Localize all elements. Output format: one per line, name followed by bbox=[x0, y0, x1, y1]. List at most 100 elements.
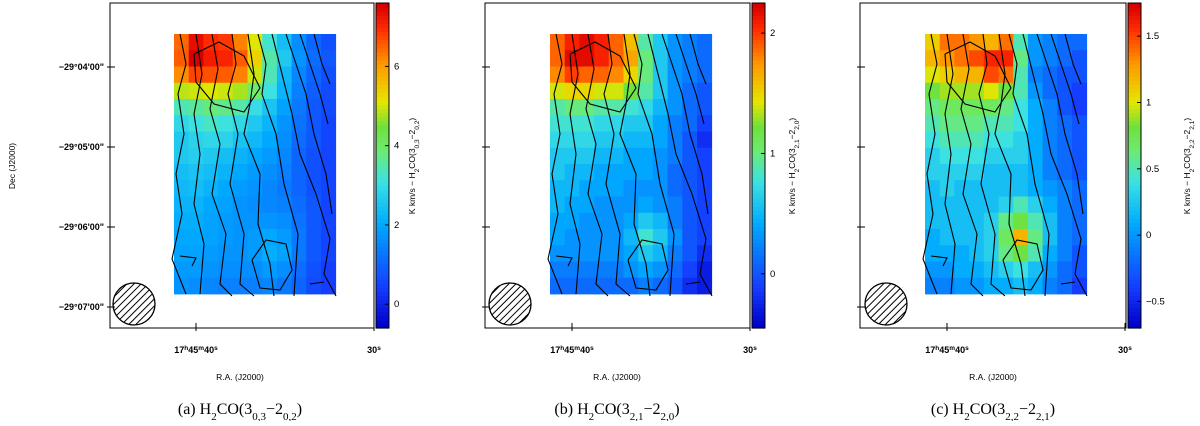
heatmap-cell bbox=[218, 82, 234, 100]
heatmap-cell bbox=[983, 82, 999, 100]
heatmap-cell bbox=[188, 164, 204, 181]
heatmap-cell bbox=[1013, 277, 1029, 295]
heatmap-cell bbox=[232, 50, 248, 67]
contour-line bbox=[257, 33, 299, 297]
heatmap-cell bbox=[564, 115, 580, 132]
heatmap-cell bbox=[550, 196, 566, 214]
heatmap-cell bbox=[594, 50, 610, 67]
colorbar-segment bbox=[376, 210, 389, 215]
colorbar-segment bbox=[752, 96, 765, 102]
heatmap-cell bbox=[983, 229, 999, 246]
colorbar-segment bbox=[376, 173, 389, 179]
heatmap-cell bbox=[594, 164, 610, 181]
colorbar-segment bbox=[1128, 173, 1141, 179]
heatmap-cell bbox=[218, 34, 234, 51]
colorbar-segment bbox=[1128, 92, 1141, 98]
dec-axis-label: Dec (J2000) bbox=[7, 143, 17, 189]
colorbar-segment bbox=[752, 72, 765, 77]
heatmap-cell bbox=[925, 99, 941, 116]
heatmap-cell bbox=[218, 164, 234, 181]
colorbar-segment bbox=[1128, 104, 1141, 110]
heatmap-cell bbox=[1013, 147, 1029, 165]
colorbar-segment bbox=[376, 35, 389, 41]
heatmap-cell bbox=[564, 245, 580, 262]
colorbar-segment bbox=[1128, 267, 1141, 272]
heatmap-cell bbox=[276, 229, 292, 246]
colorbar-tick-label: 6 bbox=[394, 61, 399, 72]
heatmap-cell bbox=[925, 212, 941, 230]
heatmap-cell bbox=[1027, 164, 1043, 181]
colorbar-tick-label: 0 bbox=[394, 299, 399, 310]
heatmap-cell bbox=[247, 115, 263, 132]
heatmap-cell bbox=[579, 212, 595, 230]
heatmap-cell bbox=[667, 99, 683, 116]
contour-line bbox=[994, 33, 1026, 297]
colorbar-segment bbox=[752, 279, 765, 284]
colorbar-segment bbox=[1128, 59, 1141, 65]
heatmap-cell bbox=[232, 164, 248, 181]
heatmap-cell bbox=[203, 277, 219, 295]
heatmap-cell bbox=[939, 66, 955, 84]
colorbar-segment bbox=[752, 31, 765, 37]
heatmap-cell bbox=[218, 180, 234, 197]
heatmap-cell bbox=[1057, 164, 1073, 181]
ra-axis: 17h45m40s 30s bbox=[550, 323, 757, 355]
ra-tick-label: 30s bbox=[367, 345, 381, 356]
colorbar-segment bbox=[752, 157, 765, 163]
heatmap-cell bbox=[321, 229, 337, 246]
colorbar-segment bbox=[376, 112, 389, 118]
colorbar-segment bbox=[752, 198, 765, 203]
heatmap-cell bbox=[1072, 245, 1088, 262]
heatmap-cell bbox=[306, 212, 322, 230]
heatmap-cell bbox=[652, 245, 668, 262]
heatmap-cell bbox=[232, 66, 248, 84]
heatmap-cell bbox=[291, 180, 307, 197]
heatmap-cell bbox=[969, 277, 985, 295]
heatmap-cell bbox=[1027, 277, 1043, 295]
colorbar-segment bbox=[1128, 258, 1141, 264]
colorbar-segment bbox=[1128, 263, 1141, 268]
heatmap-cell bbox=[638, 180, 654, 197]
heatmap-cell bbox=[983, 66, 999, 84]
colorbar-segment bbox=[376, 214, 389, 219]
colorbar-segment bbox=[1128, 3, 1141, 8]
heatmap-cell bbox=[594, 34, 610, 51]
heatmap-cell bbox=[697, 212, 713, 230]
heatmap-cell bbox=[564, 212, 580, 230]
colorbar-segment bbox=[1128, 319, 1141, 325]
contour-line bbox=[569, 33, 581, 295]
colorbar-segment bbox=[376, 137, 389, 142]
heatmap-cell bbox=[579, 277, 595, 295]
colorbar-segment bbox=[752, 108, 765, 114]
colorbar-segment bbox=[1128, 214, 1141, 219]
heatmap-cell bbox=[983, 34, 999, 51]
heatmap-cell bbox=[232, 229, 248, 246]
colorbar-segment bbox=[752, 258, 765, 264]
heatmap-cell bbox=[638, 147, 654, 165]
heatmap-cell bbox=[174, 245, 190, 262]
heatmap-cell bbox=[174, 212, 190, 230]
heatmap-cell bbox=[652, 99, 668, 116]
colorbar-segment bbox=[752, 145, 765, 150]
heatmap-cell bbox=[321, 261, 337, 279]
heatmap-cell bbox=[954, 229, 970, 246]
heatmap-cell bbox=[1042, 34, 1058, 51]
heatmap-cell bbox=[623, 212, 639, 230]
heatmap-cell bbox=[174, 66, 190, 84]
heatmap-cell bbox=[247, 50, 263, 67]
colorbar-segment bbox=[1128, 226, 1141, 232]
heatmap-cell bbox=[276, 261, 292, 279]
heatmap-cell bbox=[1042, 82, 1058, 100]
dec-tick-label: −29°06'00" bbox=[59, 222, 104, 232]
heatmap-cell bbox=[652, 229, 668, 246]
heatmap-cell bbox=[608, 66, 624, 84]
colorbar-frame bbox=[1127, 2, 1142, 329]
colorbar-segment bbox=[376, 55, 389, 61]
heatmap-cell bbox=[564, 196, 580, 214]
heatmap-cell bbox=[188, 229, 204, 246]
colorbar-segment bbox=[1128, 218, 1141, 223]
colorbar-segment bbox=[752, 27, 765, 33]
contour-line bbox=[193, 33, 205, 295]
heatmap-cell bbox=[682, 261, 698, 279]
